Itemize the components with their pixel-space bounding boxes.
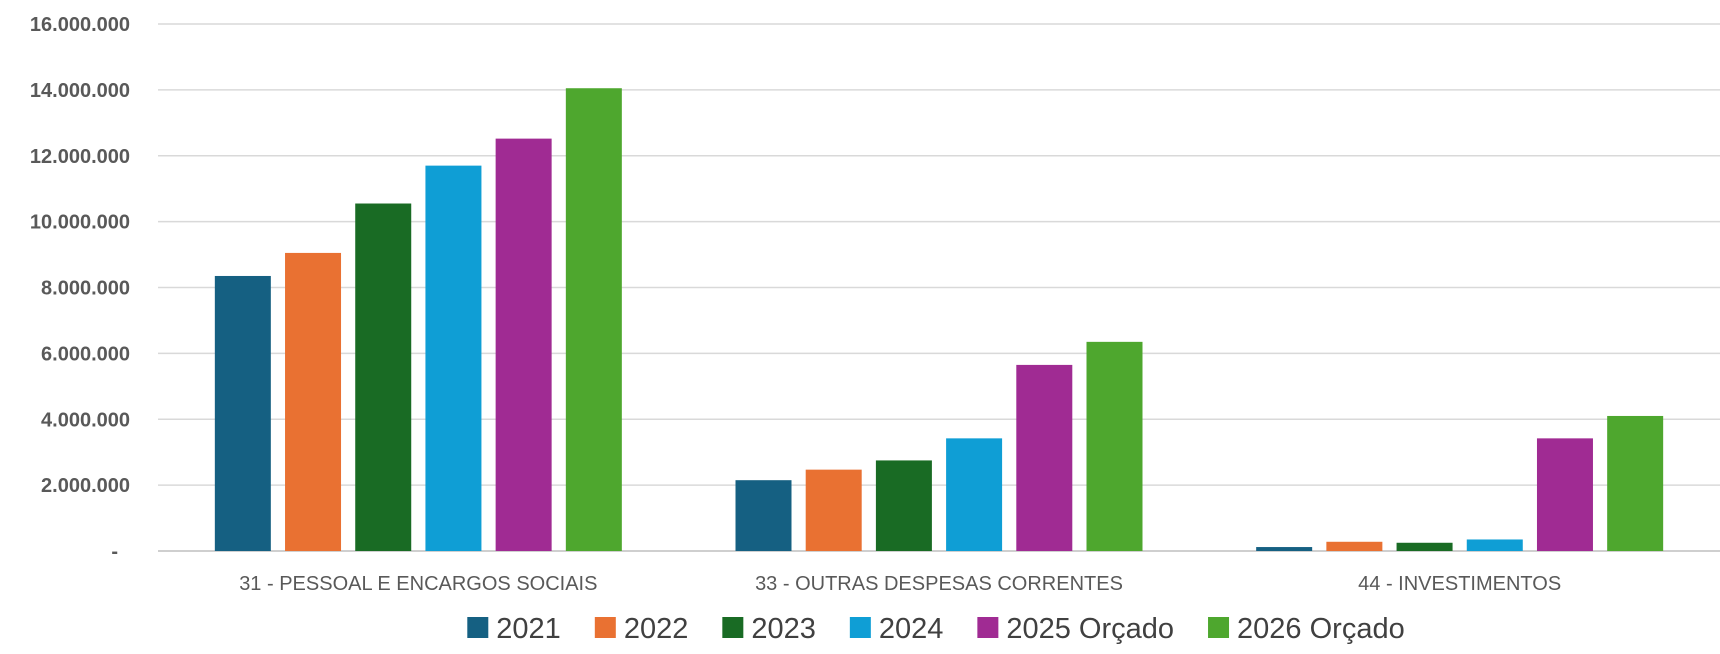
bar-2024-cat1 [425,165,482,551]
bar-2025-orçado-cat1 [495,138,552,551]
bar-2021-cat1 [214,275,271,551]
bar-2026-orçado-cat1 [565,88,622,552]
bar-2023-cat2 [875,460,932,551]
bars [214,88,1664,552]
y-tick-label: 2.000.000 [41,475,130,497]
y-tick-label: - [111,541,118,563]
legend-swatch [722,617,744,638]
bar-2026-orçado-cat3 [1607,415,1664,551]
x-tick-label: 44 - INVESTIMENTOS [1358,573,1561,595]
y-tick-label: 6.000.000 [41,343,130,365]
bar-2024-cat3 [1466,539,1523,551]
legend: 2021 2022 2023 2024 2025 Orçado 2026 Orçado [467,613,1405,645]
legend-label: 2023 [751,613,816,645]
bar-2023-cat1 [355,203,412,551]
x-tick-label: 33 - OUTRAS DESPESAS CORRENTES [755,573,1123,595]
y-tick-label: 16.000.000 [30,14,130,36]
bar-2021-cat2 [735,480,792,551]
bar-2021-cat3 [1256,547,1313,551]
legend-swatch [849,617,871,638]
y-tick-label: 4.000.000 [41,409,130,431]
bar-2026-orçado-cat2 [1086,341,1143,551]
legend-swatch [467,617,489,638]
bar-2022-cat3 [1326,541,1383,551]
legend-swatch [977,617,999,638]
legend-label: 2025 Orçado [1006,613,1174,645]
bar-2022-cat2 [805,469,862,551]
x-tick-label: 31 - PESSOAL E ENCARGOS SOCIAIS [239,573,597,595]
legend-label: 2026 Orçado [1237,613,1405,645]
legend-label: 2024 [879,613,944,645]
bar-2025-orçado-cat3 [1536,438,1593,551]
y-tick-label: 10.000.000 [30,212,130,234]
bar-2023-cat3 [1396,542,1453,551]
bar-2024-cat2 [946,438,1003,551]
x-axis: 31 - PESSOAL E ENCARGOS SOCIAIS 33 - OUTR… [239,573,1561,595]
legend-label: 2022 [624,613,689,645]
bar-2025-orçado-cat2 [1016,364,1073,551]
y-tick-label: 14.000.000 [30,80,130,102]
gridlines [158,23,1720,552]
legend-swatch [594,617,616,638]
y-tick-label: 8.000.000 [41,278,130,300]
legend-swatch [1208,617,1230,638]
y-tick-label: 12.000.000 [30,146,130,168]
bar-2022-cat1 [285,252,342,551]
y-axis: - 2.000.000 4.000.000 6.000.000 8.000.000 10.… [30,14,130,563]
legend-label: 2021 [496,613,561,645]
